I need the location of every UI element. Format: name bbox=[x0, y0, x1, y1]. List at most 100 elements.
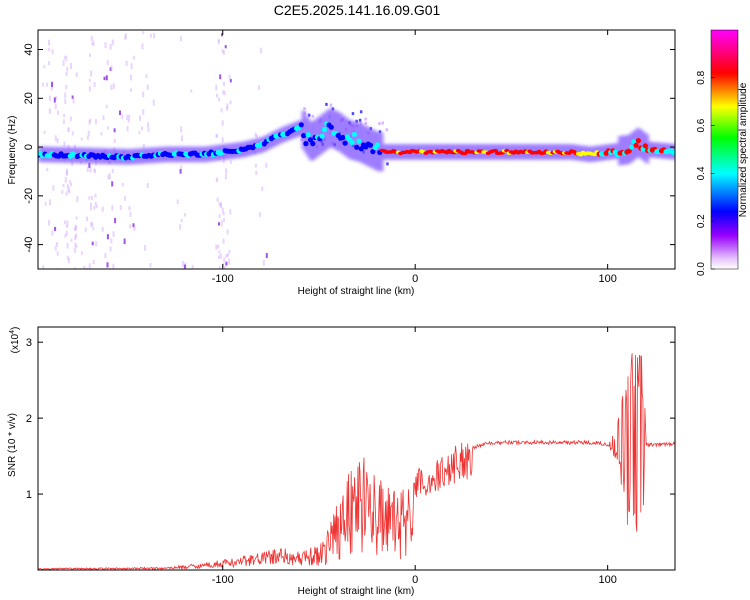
noise-blob bbox=[112, 263, 115, 269]
noise-blob bbox=[219, 74, 222, 80]
noise-blob bbox=[92, 259, 95, 265]
noise-blob bbox=[63, 56, 66, 60]
noise-blob bbox=[106, 234, 109, 240]
noise-blob bbox=[219, 203, 222, 208]
ridge-halo-cell bbox=[331, 109, 336, 149]
noise-blob bbox=[221, 49, 224, 54]
ridge-cell bbox=[301, 133, 307, 139]
noise-blob bbox=[90, 35, 93, 42]
noise-blob bbox=[180, 218, 183, 223]
noise-blob bbox=[119, 110, 121, 116]
colorbar-tick-label: 0.8 bbox=[696, 70, 707, 84]
ridge-halo-cell bbox=[352, 121, 357, 161]
noise-blob bbox=[228, 258, 231, 265]
noise-blob bbox=[124, 35, 127, 40]
noise-blob bbox=[258, 85, 261, 90]
noise-blob bbox=[142, 91, 145, 98]
spectrogram-panel: -100 0 100 -40 -20 0 20 40 Height of straight … bbox=[7, 29, 676, 297]
noise-blob bbox=[222, 238, 225, 244]
noise-blob bbox=[217, 40, 220, 45]
snr-y-axis-label: SNR (10 * v/v) bbox=[7, 413, 18, 477]
noise-blob bbox=[146, 84, 149, 90]
x-tick-label: 100 bbox=[598, 273, 616, 285]
ridge-halo-cell bbox=[301, 110, 306, 150]
noise-blob bbox=[218, 255, 220, 259]
ridge-cell bbox=[310, 141, 316, 147]
noise-blob bbox=[219, 253, 222, 259]
noise-blob bbox=[54, 226, 57, 232]
noise-blob bbox=[95, 241, 98, 247]
noise-blob bbox=[255, 134, 258, 139]
noise-blob bbox=[113, 138, 116, 144]
noise-blob bbox=[92, 40, 95, 46]
noise-blob bbox=[229, 209, 232, 215]
noise-blob bbox=[49, 199, 51, 206]
noise-blob bbox=[143, 244, 146, 251]
noise-blob bbox=[73, 144, 76, 150]
noise-blob bbox=[107, 174, 110, 180]
ridge-cell bbox=[358, 146, 364, 152]
noise-blob bbox=[104, 253, 107, 259]
noise-blob bbox=[364, 121, 368, 125]
noise-blob bbox=[93, 205, 96, 210]
noise-blob bbox=[221, 33, 223, 37]
noise-blob bbox=[62, 119, 65, 124]
noise-blob bbox=[94, 193, 97, 198]
noise-blob bbox=[86, 135, 89, 140]
noise-blob bbox=[227, 253, 229, 257]
snr-x-axis: -100 0 100 bbox=[212, 327, 617, 586]
noise-blob bbox=[65, 168, 68, 175]
noise-blob bbox=[222, 212, 225, 216]
noise-blob bbox=[190, 89, 193, 93]
ridge-halo-cell bbox=[340, 114, 345, 154]
noise-blob bbox=[57, 110, 60, 115]
noise-blob bbox=[74, 267, 76, 269]
ridge-halo-cell bbox=[370, 129, 375, 169]
noise-blob bbox=[90, 222, 93, 227]
noise-blob bbox=[66, 66, 69, 72]
noise-blob bbox=[43, 130, 46, 134]
noise-blob bbox=[55, 242, 58, 247]
noise-blob bbox=[223, 266, 226, 269]
noise-blob bbox=[141, 43, 144, 50]
noise-blob bbox=[88, 162, 91, 168]
noise-blob bbox=[66, 220, 69, 227]
noise-blob bbox=[62, 60, 65, 66]
noise-blob bbox=[180, 36, 182, 42]
noise-blob bbox=[147, 122, 150, 128]
noise-blob bbox=[66, 184, 69, 189]
noise-blob bbox=[216, 177, 219, 181]
ridge-cell bbox=[635, 138, 642, 144]
ridge-halo-cell bbox=[354, 121, 359, 161]
ridge-cell bbox=[351, 131, 357, 137]
noise-blob bbox=[254, 163, 257, 168]
noise-blob bbox=[51, 49, 54, 55]
noise-blob bbox=[311, 114, 315, 118]
noise-blob bbox=[88, 78, 91, 82]
spectrogram-y-axis-label: Frequency (Hz) bbox=[7, 116, 18, 185]
noise-blob bbox=[111, 205, 114, 211]
noise-blob bbox=[92, 227, 95, 231]
noise-blob bbox=[75, 233, 77, 239]
noise-blob bbox=[72, 99, 75, 104]
y-tick-label: -40 bbox=[23, 237, 35, 253]
noise-blob bbox=[358, 118, 362, 122]
noise-blob bbox=[218, 250, 221, 254]
y-tick-label: 2 bbox=[26, 413, 32, 425]
noise-blob bbox=[100, 132, 103, 136]
noise-blob bbox=[106, 262, 109, 268]
noise-blob bbox=[48, 39, 50, 46]
noise-blob bbox=[62, 184, 65, 188]
noise-blob bbox=[119, 205, 122, 211]
noise-blob bbox=[307, 113, 311, 117]
noise-blob bbox=[121, 182, 124, 187]
noise-blob bbox=[54, 103, 57, 110]
ridge-cell bbox=[303, 141, 309, 147]
noise-blob bbox=[90, 70, 93, 77]
snr-y-multiplier: (x104) bbox=[9, 327, 21, 354]
noise-blob bbox=[91, 241, 94, 246]
noise-blob bbox=[222, 50, 225, 55]
noise-blob bbox=[47, 47, 50, 52]
noise-blob bbox=[88, 86, 91, 92]
noise-blob bbox=[132, 223, 135, 228]
